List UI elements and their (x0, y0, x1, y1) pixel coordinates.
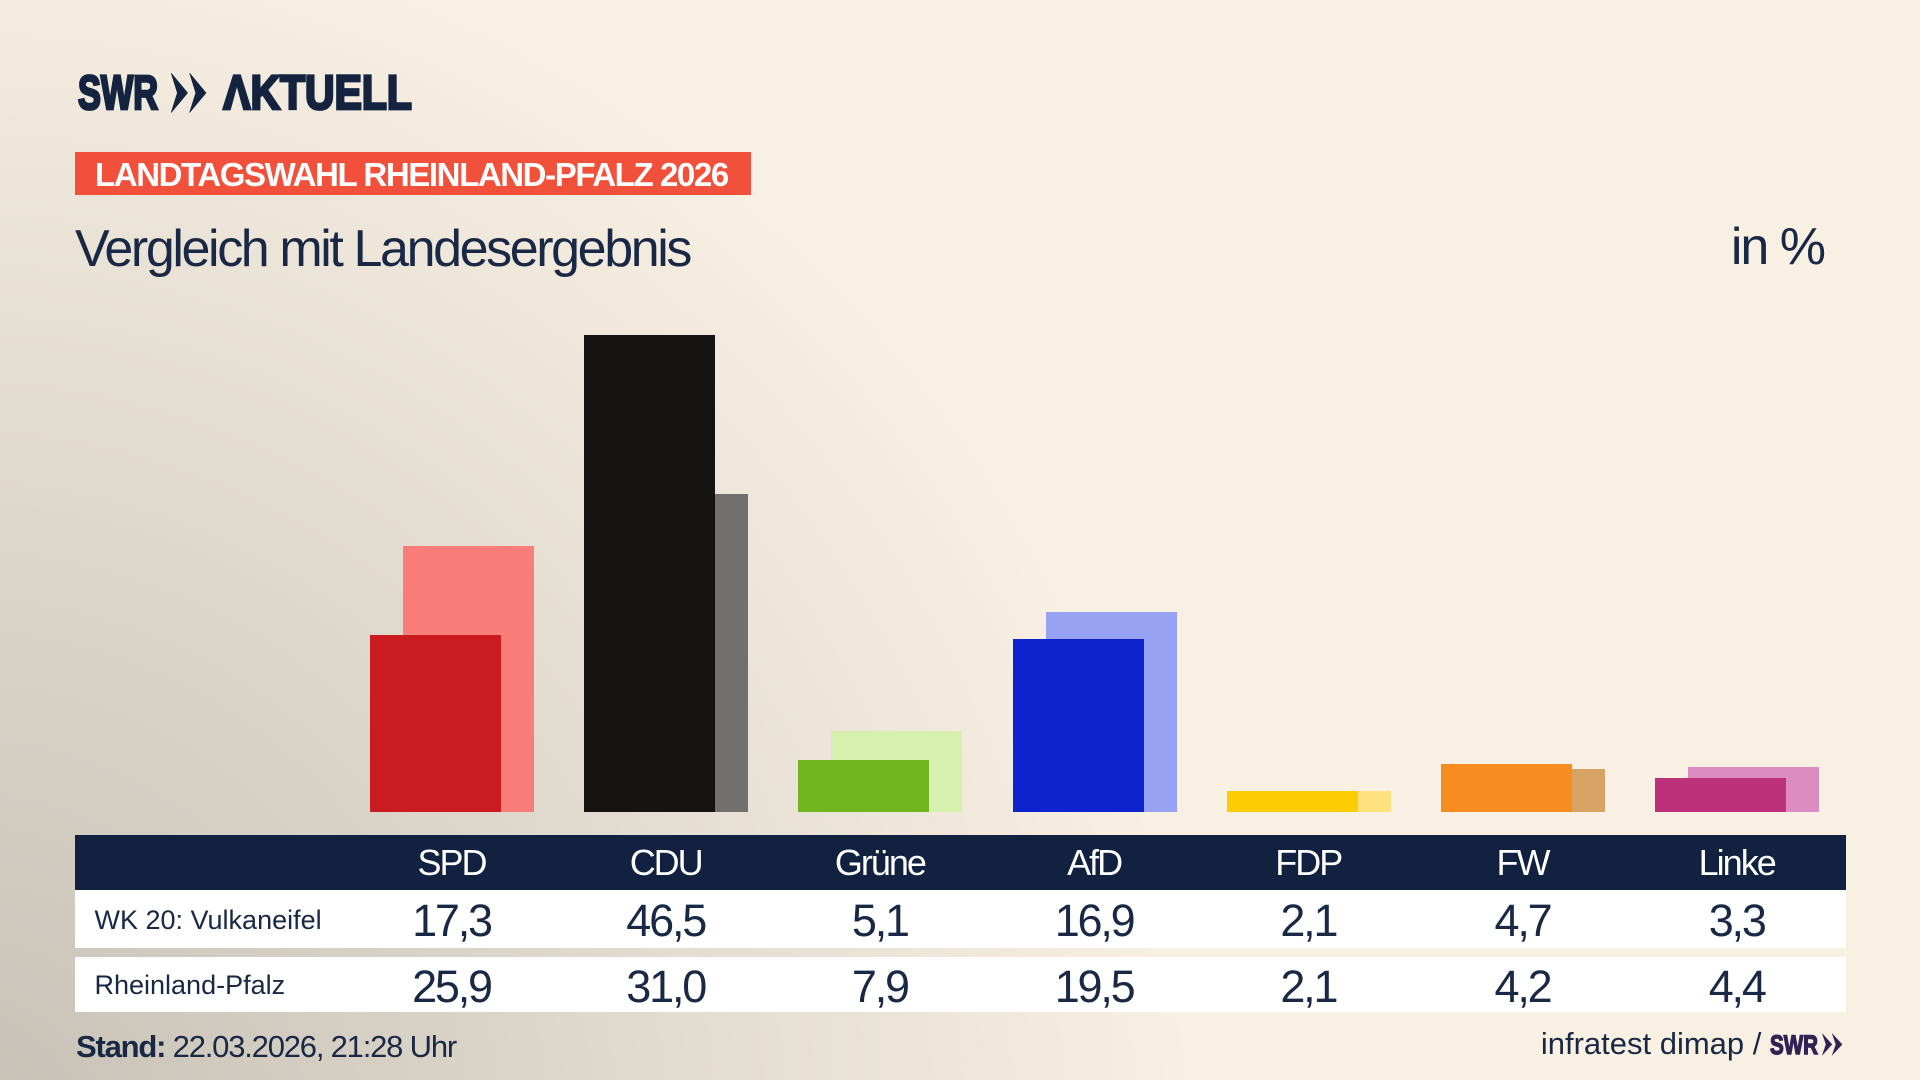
svg-text:SWR: SWR (1770, 1030, 1818, 1060)
svg-text:SWR: SWR (78, 73, 158, 119)
svg-text:ΛKTUELL: ΛKTUELL (223, 73, 411, 119)
